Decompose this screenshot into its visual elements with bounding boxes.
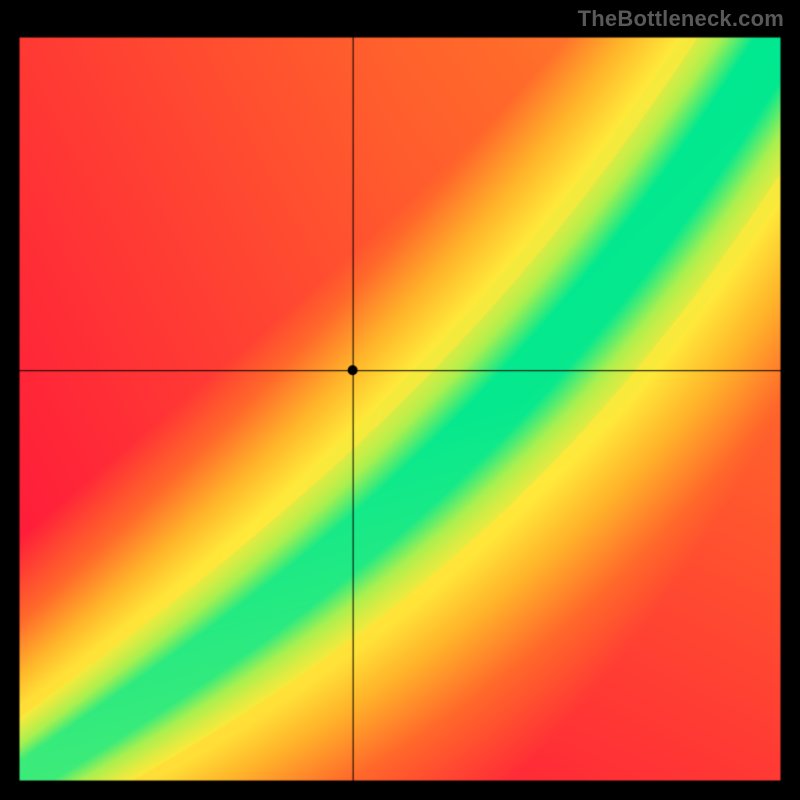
- heatmap-canvas: [0, 0, 800, 800]
- chart-container: TheBottleneck.com: [0, 0, 800, 800]
- watermark-text: TheBottleneck.com: [578, 6, 784, 32]
